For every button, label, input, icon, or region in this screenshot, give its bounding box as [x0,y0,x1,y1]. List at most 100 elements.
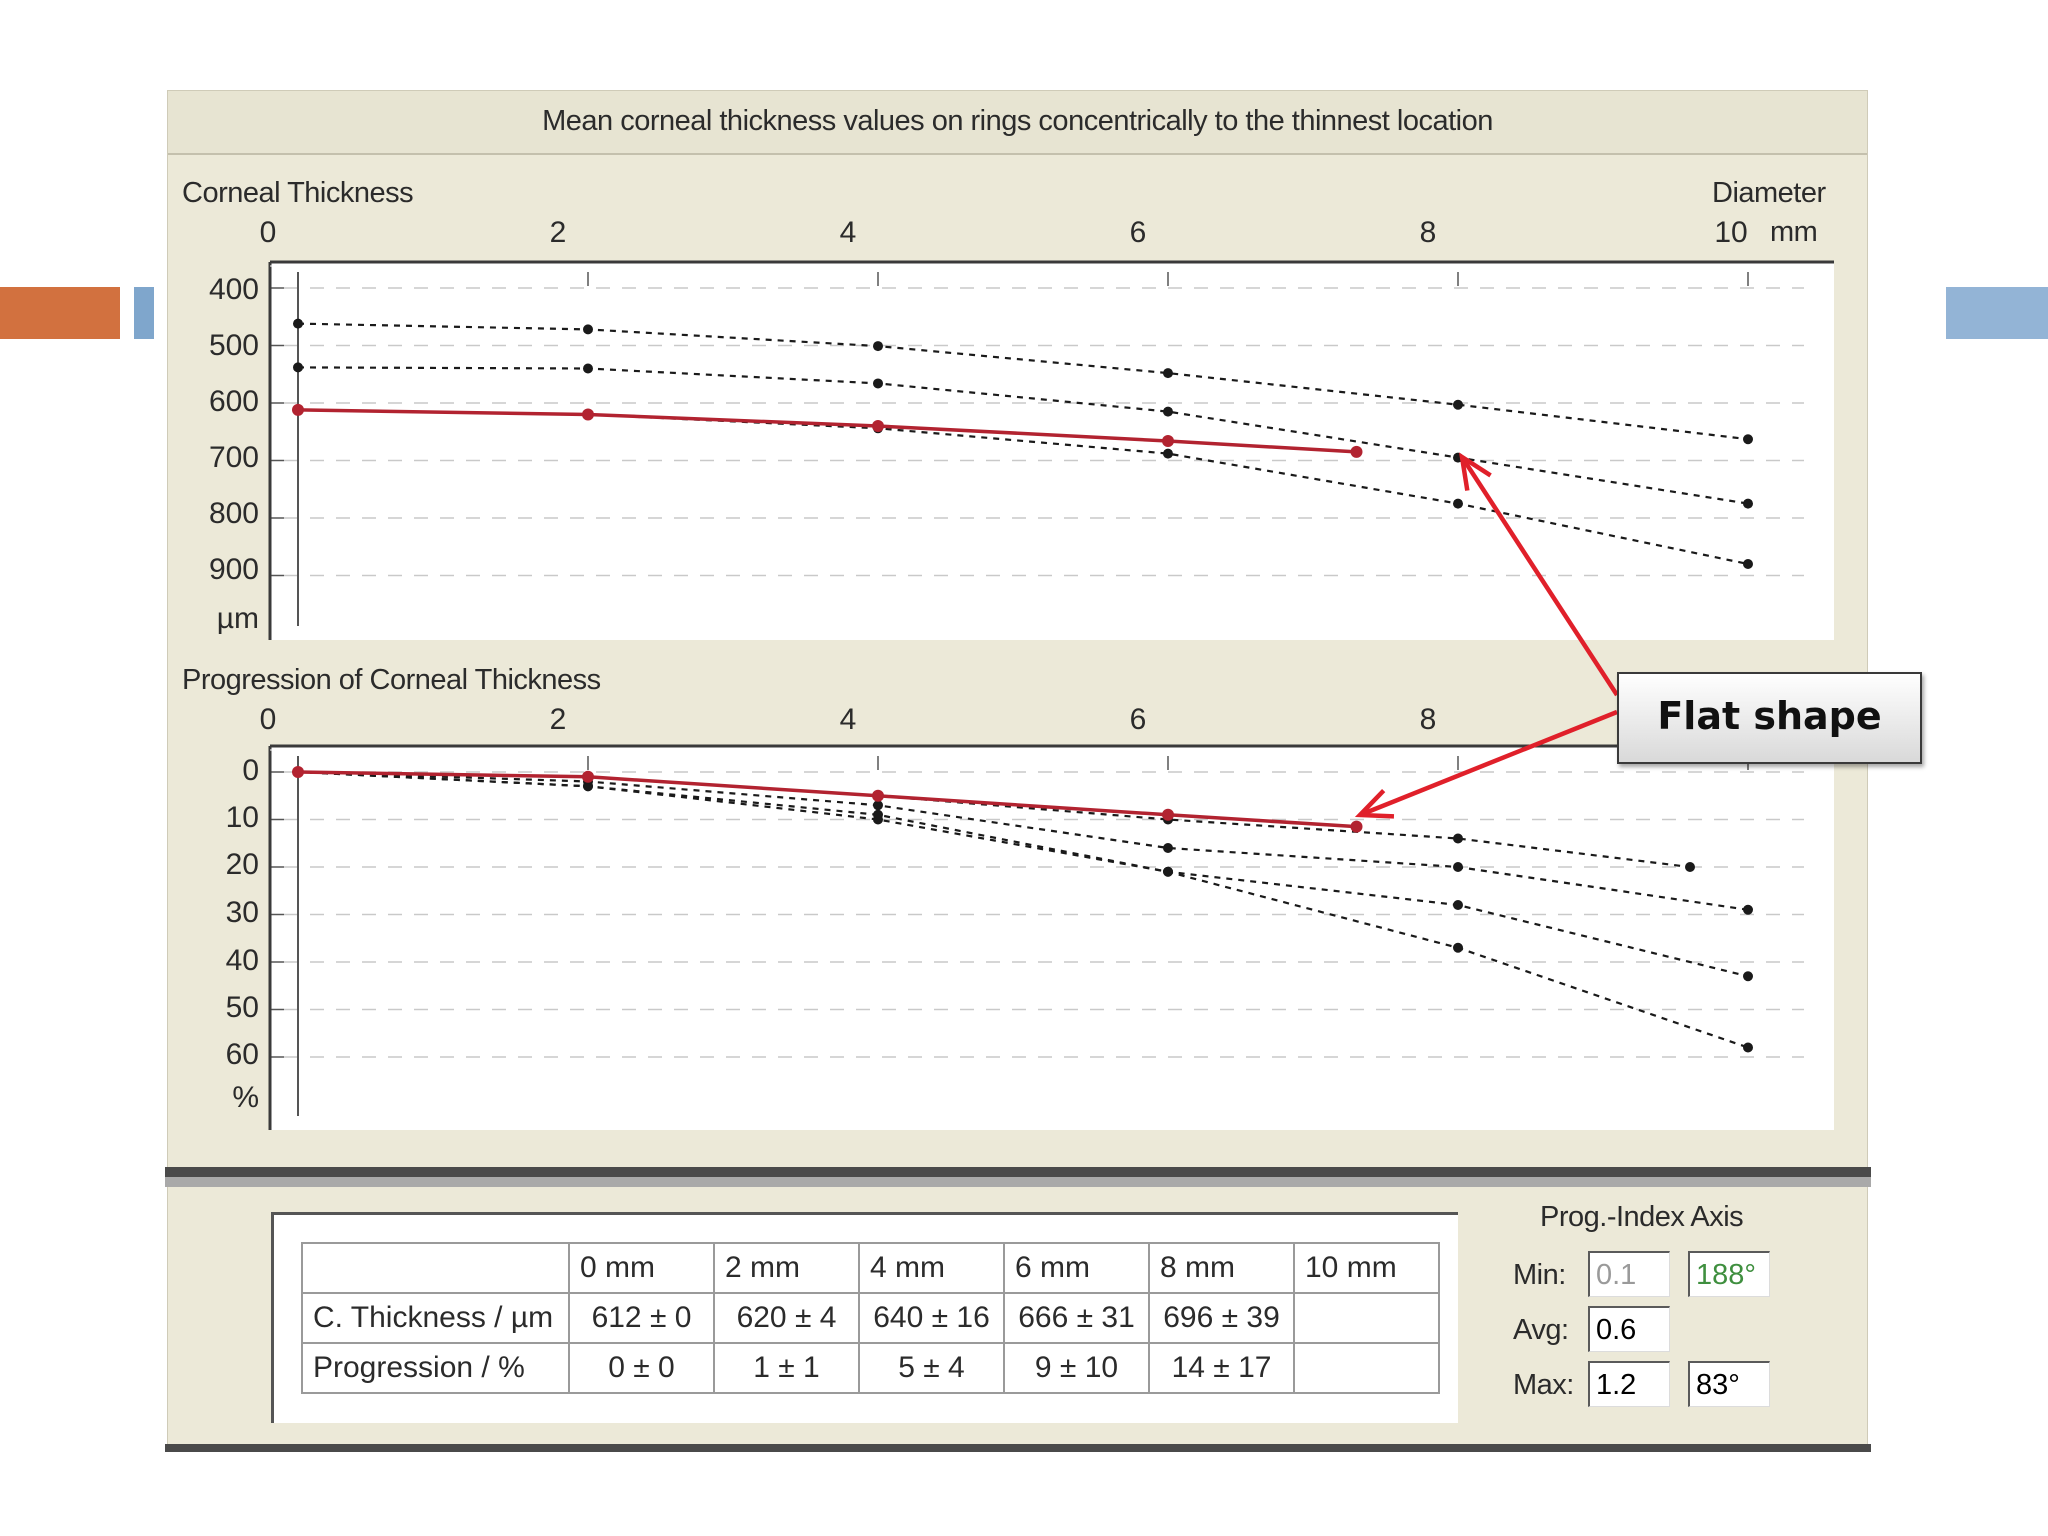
chart2-x-tick: 4 [839,703,857,736]
chart2-data-point [1163,843,1173,853]
chart1-x-unit: mm [1770,216,1818,248]
chart1-data-point [293,318,303,329]
table-cell [1293,1342,1440,1394]
chart1-data-point [873,378,883,389]
chart2-data-point [292,766,304,778]
prog-index-max-field[interactable]: 1.2 [1588,1361,1670,1407]
chart2-y-tick: 10 [225,801,259,834]
annotation-arrow-lower-head [1354,789,1395,819]
table-cell: 620 ± 4 [713,1292,860,1344]
chart2-data-point [1743,1042,1753,1053]
chart2-data-point [1685,862,1695,872]
chart2-data-point [873,814,883,825]
chart1-data-point [292,403,304,416]
chart2-data-point [872,789,884,802]
chart2-series-dotted-line [297,770,1749,1049]
prog-index-axis-box: Prog.-Index Axis Min: 0.1 188° Avg: 0.6 … [1513,1201,1813,1441]
chart2-data-point [582,770,594,783]
decorative-orange-bar [0,287,120,339]
chart1-y-tick: 700 [208,441,259,474]
chart1-title: Corneal Thickness [182,177,414,209]
table-cell: 1 ± 1 [713,1342,860,1394]
chart2-y-tick: 50 [225,991,259,1024]
chart2-data-point [1743,971,1753,982]
chart2-data-point [1453,900,1463,910]
table-header-cell: 2 mm [713,1242,860,1294]
chart1-data-point [872,420,884,432]
chart2-data-point [1163,866,1173,877]
decorative-blue-bar-right [1946,287,2048,339]
chart2-data-point [1453,942,1463,953]
chart1-data-point [1162,434,1174,447]
panel-title: Mean corneal thickness values on rings c… [542,105,1493,137]
chart1-y-tick: 600 [208,385,259,418]
chart1-data-point [1163,368,1173,379]
separator-dark [165,1167,1871,1177]
chart2-y-tick: 30 [225,896,259,929]
chart2-y-tick: 0 [242,754,259,787]
chart2-data-point [1453,833,1463,844]
table-header-row: 0 mm 2 mm 4 mm 6 mm 8 mm 10 mm [301,1242,1440,1294]
chart1-series-dotted-line [297,322,1749,441]
panel-title-bar: Mean corneal thickness values on rings c… [168,91,1867,155]
chart1-y-tick: 400 [208,273,259,306]
chart2-x-tick: 0 [259,703,277,736]
chart1-x-tick: 2 [549,216,567,249]
table-header-cell: 0 mm [568,1242,715,1294]
chart1-y-tick: 900 [208,553,259,586]
prog-index-avg-field[interactable]: 0.6 [1588,1306,1670,1352]
table-header-cell: 8 mm [1148,1242,1295,1294]
chart2-data-point [1162,808,1174,821]
chart2-data-point [1453,862,1463,872]
prog-index-max-angle-field[interactable]: 83° [1688,1361,1770,1407]
table-row: Progression / % 0 ± 0 1 ± 1 5 ± 4 9 ± 10… [301,1342,1440,1394]
chart2-y-tick: 60 [225,1038,259,1071]
prog-index-min-field[interactable]: 0.1 [1588,1251,1670,1297]
table-cell: 14 ± 17 [1148,1342,1295,1394]
chart2-y-tick: 20 [225,848,259,881]
flat-shape-callout: Flat shape [1617,672,1922,764]
chart1-data-point [582,408,594,421]
chart1-data-point [1350,445,1363,458]
chart2-series-dotted-line [297,770,1749,911]
table-row-label: Progression / % [301,1342,570,1394]
callout-text: Flat shape [1657,694,1882,738]
chart1-data-point [583,363,593,374]
table-cell: 612 ± 0 [568,1292,715,1344]
table-row-label: C. Thickness / µm [301,1292,570,1344]
values-table-box: 0 mm 2 mm 4 mm 6 mm 8 mm 10 mm C. Thickn… [271,1212,1458,1423]
chart1-x-axis-label: Diameter [1712,177,1826,209]
chart1-series-dotted-line [297,366,1749,505]
chart2-y-tick: 40 [225,944,259,977]
table-cell: 5 ± 4 [858,1342,1005,1394]
prog-index-min-label: Min: [1513,1259,1566,1291]
chart2-data-point [583,781,593,792]
chart1-plot-area [270,262,1834,640]
chart1-data-point [1743,498,1753,509]
table-header-cell [301,1242,570,1294]
prog-index-min-angle-field[interactable]: 188° [1688,1251,1770,1297]
chart1-x-tick: 4 [839,216,857,249]
decorative-blue-bar-small [134,287,154,339]
chart1-data-point [1163,448,1173,459]
chart2-x-tick: 6 [1129,703,1147,736]
chart1-data-point [1743,434,1753,445]
annotation-arrow-upper [1460,455,1619,697]
table-cell: 9 ± 10 [1003,1342,1150,1394]
table-cell: 640 ± 16 [858,1292,1005,1344]
chart1-x-tick: 10 [1714,216,1748,249]
separator-bottom [165,1444,1871,1452]
chart2-data-point [1743,904,1753,915]
chart1-data-point [1453,399,1463,410]
chart1-x-tick: 6 [1129,216,1147,249]
table-cell: 0 ± 0 [568,1342,715,1394]
chart1-y-tick: 800 [208,497,259,530]
values-table: 0 mm 2 mm 4 mm 6 mm 8 mm 10 mm C. Thickn… [301,1242,1440,1394]
chart2-data-point [1350,820,1363,833]
table-row: C. Thickness / µm 612 ± 0 620 ± 4 640 ± … [301,1292,1440,1344]
annotation-arrow-upper-head [1458,452,1492,491]
table-header-cell: 4 mm [858,1242,1005,1294]
annotation-arrow-lower [1359,709,1618,818]
chart1-data-point [1163,406,1173,417]
